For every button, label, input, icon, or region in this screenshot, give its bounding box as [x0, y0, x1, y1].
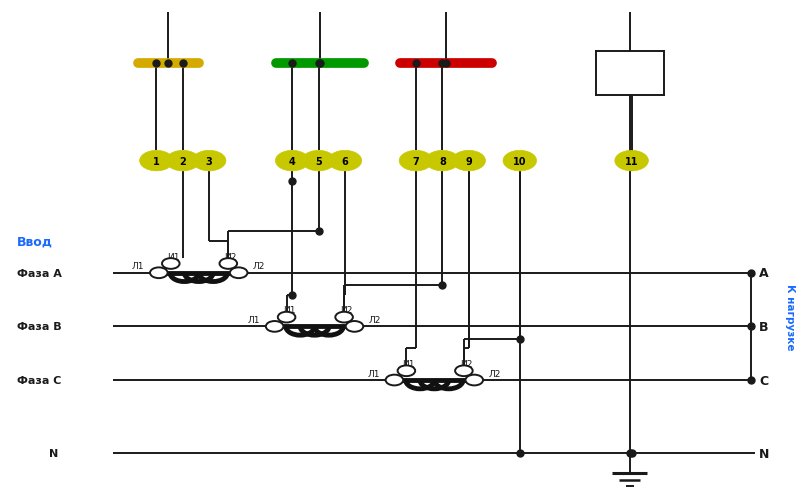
Circle shape	[455, 366, 473, 376]
Text: Л1: Л1	[367, 369, 380, 378]
Text: Л1: Л1	[132, 262, 145, 271]
Text: Ввод: Ввод	[17, 235, 53, 248]
Circle shape	[426, 151, 459, 171]
Circle shape	[335, 312, 353, 323]
Circle shape	[166, 151, 199, 171]
Circle shape	[150, 268, 168, 279]
Text: Фаза А: Фаза А	[17, 268, 62, 278]
Text: 9: 9	[466, 156, 472, 166]
Circle shape	[466, 375, 483, 386]
Circle shape	[266, 322, 283, 332]
Circle shape	[302, 151, 335, 171]
Circle shape	[503, 151, 537, 171]
Text: Л2: Л2	[369, 315, 382, 325]
Text: В: В	[759, 320, 769, 333]
Text: 2: 2	[179, 156, 186, 166]
Text: N: N	[49, 448, 58, 458]
Text: 10: 10	[513, 156, 526, 166]
Text: Фаза В: Фаза В	[17, 322, 62, 332]
Text: Фаза С: Фаза С	[17, 375, 61, 385]
Circle shape	[278, 312, 295, 323]
Circle shape	[615, 151, 648, 171]
Circle shape	[275, 151, 309, 171]
Text: К нагрузке: К нагрузке	[785, 284, 794, 350]
Circle shape	[399, 151, 433, 171]
Text: И1: И1	[402, 359, 415, 368]
Text: Л1: Л1	[248, 315, 260, 325]
Text: N: N	[759, 447, 770, 460]
Text: 11: 11	[625, 156, 638, 166]
Text: И1: И1	[282, 305, 295, 315]
Text: 5: 5	[315, 156, 322, 166]
Text: 7: 7	[413, 156, 419, 166]
Text: И1: И1	[167, 252, 179, 261]
Circle shape	[346, 322, 363, 332]
Text: А: А	[759, 267, 769, 280]
Text: 6: 6	[342, 156, 348, 166]
Text: С: С	[759, 374, 769, 386]
Circle shape	[219, 259, 237, 269]
Circle shape	[452, 151, 486, 171]
Text: И2: И2	[460, 359, 473, 368]
Text: 1: 1	[153, 156, 160, 166]
Text: И2: И2	[225, 252, 237, 261]
Text: 8: 8	[439, 156, 446, 166]
Circle shape	[192, 151, 226, 171]
Text: 3: 3	[206, 156, 213, 166]
Circle shape	[230, 268, 247, 279]
Text: И2: И2	[340, 305, 353, 315]
Circle shape	[398, 366, 415, 376]
Text: Л2: Л2	[253, 262, 266, 271]
Circle shape	[162, 259, 179, 269]
Circle shape	[386, 375, 403, 386]
Text: 4: 4	[289, 156, 295, 166]
Circle shape	[328, 151, 362, 171]
Circle shape	[140, 151, 173, 171]
Text: Л2: Л2	[489, 369, 501, 378]
